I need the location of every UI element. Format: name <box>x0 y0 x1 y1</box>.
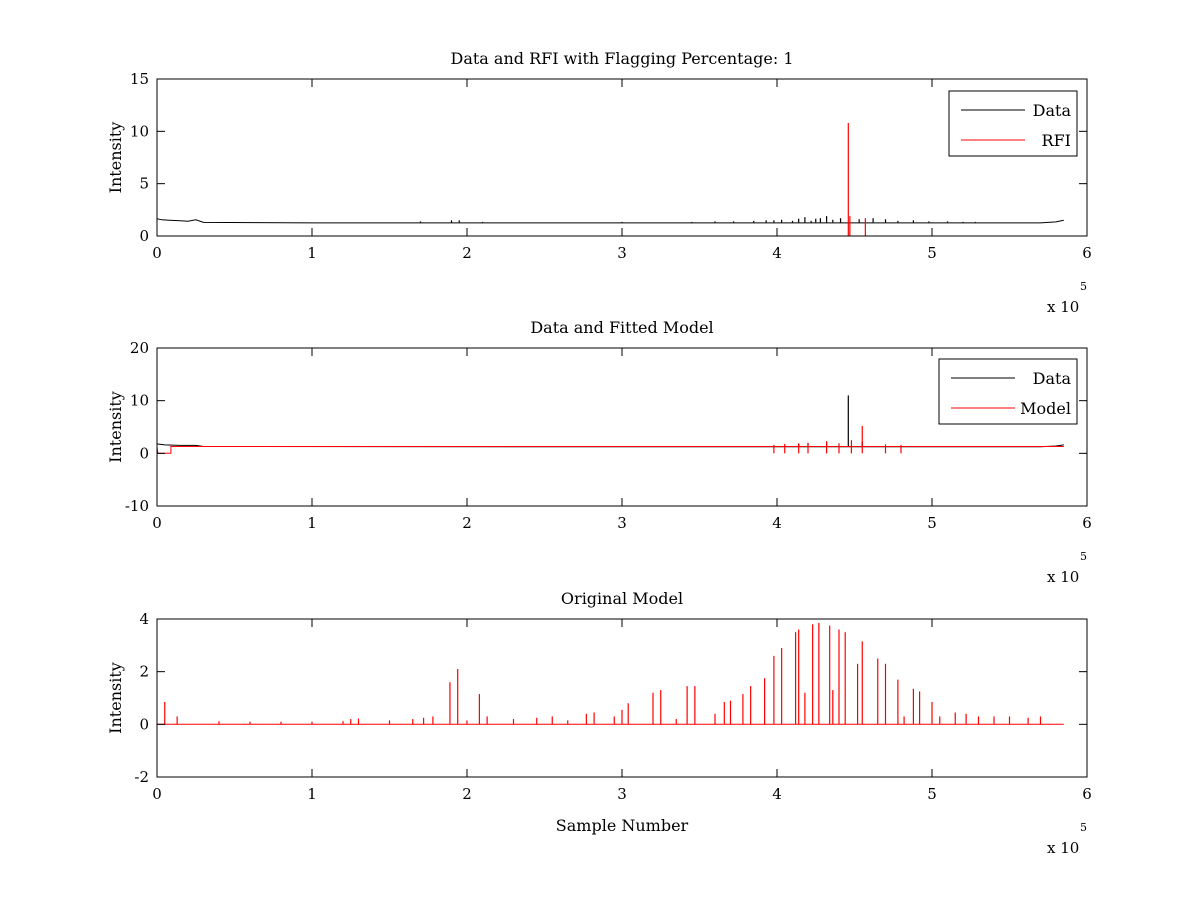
x-exponent-label: x 10 <box>1047 839 1079 857</box>
legend-label: Data <box>1033 369 1072 388</box>
x-tick-label: 5 <box>927 785 937 803</box>
legend: Data Model <box>938 358 1078 425</box>
x-tick-label: 2 <box>462 514 472 532</box>
legend-label: RFI <box>1042 131 1071 150</box>
x-tick-label: 2 <box>462 785 472 803</box>
plot-title: Original Model <box>561 589 683 608</box>
x-tick-label: 0 <box>152 244 162 262</box>
y-axis-label: Intensity <box>106 391 125 463</box>
x-tick-label: 3 <box>617 244 627 262</box>
y-axis-label: Intensity <box>106 122 125 194</box>
x-exponent-power: 5 <box>1080 821 1087 834</box>
series-line-model <box>157 446 1064 454</box>
x-exponent-power: 5 <box>1080 280 1087 293</box>
x-tick-label: 4 <box>772 514 782 532</box>
legend-box <box>948 90 1078 157</box>
plot-title: Data and Fitted Model <box>530 318 713 337</box>
x-tick-label: 1 <box>307 244 317 262</box>
series-layer <box>157 622 1064 725</box>
plot-title: Data and RFI with Flagging Percentage: 1 <box>450 49 793 68</box>
y-tick-label: 0 <box>139 715 149 733</box>
x-tick-label: 3 <box>617 785 627 803</box>
x-exponent-label: x 10 <box>1047 568 1079 586</box>
legend-label: Data <box>1033 101 1072 120</box>
x-tick-label: 2 <box>462 244 472 262</box>
y-tick-label: 20 <box>130 339 149 357</box>
y-tick-label: 10 <box>130 392 149 410</box>
y-tick-label: 4 <box>139 610 149 628</box>
x-exponent-label: x 10 <box>1047 298 1079 316</box>
x-tick-label: 5 <box>927 514 937 532</box>
axes-frame <box>156 618 1088 778</box>
y-tick-label: 0 <box>139 444 149 462</box>
x-tick-label: 1 <box>307 514 317 532</box>
x-tick-label: 0 <box>152 514 162 532</box>
legend: Data RFI <box>948 90 1078 157</box>
x-axis-label: Sample Number <box>556 816 689 835</box>
legend-label: Model <box>1020 399 1071 418</box>
legend-box <box>938 358 1078 425</box>
series-line-data <box>157 218 1064 224</box>
y-tick-label: 15 <box>130 70 149 88</box>
x-tick-label: 6 <box>1082 514 1092 532</box>
x-tick-label: 6 <box>1082 785 1092 803</box>
series-layer <box>157 395 1064 454</box>
x-tick-label: 3 <box>617 514 627 532</box>
y-tick-label: 10 <box>130 122 149 140</box>
x-tick-label: 0 <box>152 785 162 803</box>
x-tick-label: 1 <box>307 785 317 803</box>
y-tick-label: -2 <box>134 768 149 786</box>
series-layer <box>157 122 1064 236</box>
y-tick-label: 0 <box>139 227 149 245</box>
y-tick-label: 2 <box>139 663 149 681</box>
x-exponent-power: 5 <box>1080 550 1087 563</box>
plot-1: Data and RFI with Flagging Percentage: 1… <box>106 49 1092 316</box>
x-tick-label: 4 <box>772 785 782 803</box>
x-tick-label: 6 <box>1082 244 1092 262</box>
axes-frame <box>156 78 1088 237</box>
y-axis-label: Intensity <box>106 662 125 734</box>
y-tick-label: 5 <box>139 175 149 193</box>
y-tick-label: -10 <box>125 497 149 515</box>
x-tick-label: 5 <box>927 244 937 262</box>
x-tick-label: 4 <box>772 244 782 262</box>
